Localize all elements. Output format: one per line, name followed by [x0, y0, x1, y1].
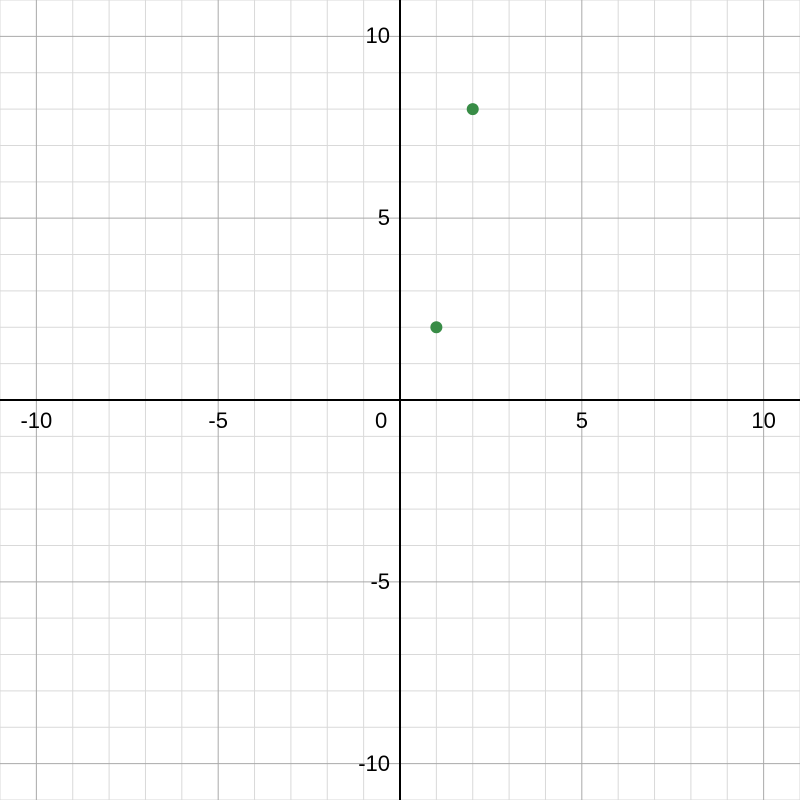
data-point: [467, 103, 479, 115]
scatter-chart: -10 -5 0 5 10 -10 -5 5 10: [0, 0, 800, 800]
x-tick-label: -10: [20, 410, 52, 432]
y-tick-label: -5: [370, 571, 390, 593]
x-tick-label: 10: [751, 410, 775, 432]
chart-svg: [0, 0, 800, 800]
x-tick-label: 0: [375, 410, 387, 432]
x-tick-label: 5: [576, 410, 588, 432]
data-point: [430, 321, 442, 333]
y-tick-label: -10: [358, 753, 390, 775]
y-tick-label: 10: [366, 25, 390, 47]
x-tick-label: -5: [208, 410, 228, 432]
y-tick-label: 5: [378, 207, 390, 229]
